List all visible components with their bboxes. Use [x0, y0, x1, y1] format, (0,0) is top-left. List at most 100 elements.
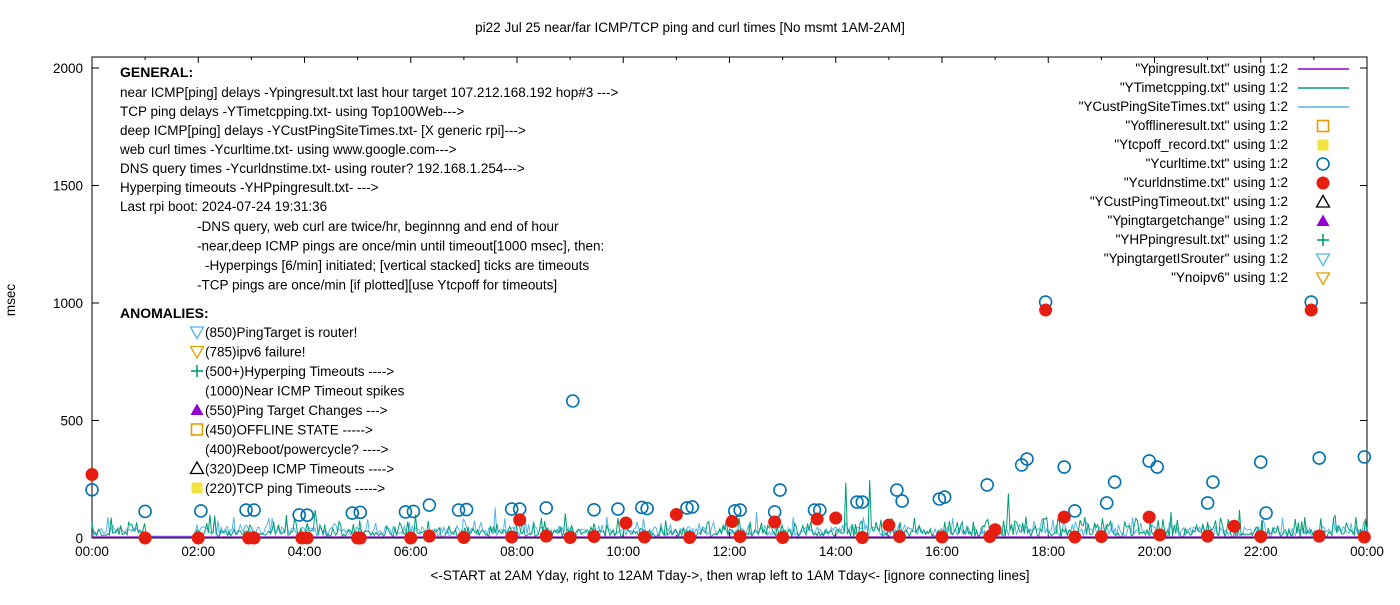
dns-time-point — [563, 531, 577, 545]
curl-time-point — [635, 500, 649, 515]
anomalies-heading: ANOMALIES: — [120, 305, 209, 321]
dns-time-point — [683, 531, 697, 545]
dns-time-point — [1094, 530, 1108, 544]
legend-marker — [1316, 214, 1330, 226]
curl-time-point — [451, 503, 466, 517]
y-axis-label: msec — [3, 284, 18, 317]
curl-time-point — [1057, 460, 1071, 474]
general-sub-line: -near,deep ICMP pings are once/min until… — [197, 239, 604, 254]
curl-time-point — [353, 505, 368, 520]
legend-label: "Ypingresult.txt" using 1:2 — [1135, 61, 1288, 76]
dns-time-point — [810, 512, 824, 526]
curl-time-point — [611, 502, 625, 516]
anomaly-key-marker — [189, 460, 205, 475]
legend-label: "YHPpingresult.txt" using 1:2 — [1116, 232, 1288, 247]
x-tick-label: 00:00 — [75, 544, 109, 559]
curl-time-point — [1020, 452, 1034, 466]
curl-time-point — [504, 502, 519, 516]
dns-time-point — [539, 529, 553, 543]
anomaly-item: (400)Reboot/powercycle? ----> — [205, 442, 389, 457]
curl-time-point — [459, 502, 474, 517]
dns-time-point — [733, 530, 747, 544]
general-line: TCP ping delays -YTimetcpping.txt- using… — [120, 104, 464, 119]
anomaly-key-marker — [190, 403, 204, 415]
dns-time-point — [768, 515, 782, 529]
curl-time-point — [247, 503, 261, 517]
y-tick-label: 2000 — [53, 61, 83, 76]
dns-time-point — [1057, 510, 1071, 524]
curl-time-point — [565, 394, 580, 408]
curl-time-point — [587, 502, 601, 517]
x-tick-label: 14:00 — [819, 544, 853, 559]
dns-time-point — [638, 530, 651, 544]
curl-time-point — [398, 505, 413, 519]
curl-time-point — [855, 495, 870, 509]
dns-time-point — [138, 531, 152, 545]
dns-time-point — [353, 531, 367, 545]
dns-time-point — [1142, 510, 1156, 524]
dns-time-point — [829, 511, 843, 525]
curl-time-point — [85, 483, 99, 497]
curl-time-point — [239, 503, 253, 517]
x-tick-label: 10:00 — [606, 544, 640, 559]
curl-time-point — [512, 502, 527, 516]
curl-time-point — [1312, 451, 1326, 465]
x-tick-label: 00:00 — [1350, 544, 1384, 559]
curl-time-point — [1142, 454, 1156, 468]
legend-label: "Yofflineresult.txt" using 1:2 — [1125, 118, 1288, 133]
dns-time-point — [300, 531, 314, 545]
curl-time-point — [406, 504, 421, 519]
curl-time-point — [895, 494, 909, 508]
dns-time-point — [855, 531, 869, 545]
dns-time-point — [404, 531, 418, 545]
general-line: Last rpi boot: 2024-07-24 19:31:36 — [120, 199, 327, 214]
chart-title: pi22 Jul 25 near/far ICMP/TCP ping and c… — [475, 20, 905, 35]
general-sub-line: -TCP pings are once/min [if plotted][use… — [197, 278, 557, 293]
legend-marker — [1315, 253, 1331, 267]
legend-label: "Ycurldnstime.txt" using 1:2 — [1124, 175, 1288, 190]
dns-time-point — [1068, 530, 1082, 544]
legend-marker — [1316, 119, 1330, 133]
curl-time-point — [422, 498, 437, 512]
legend-label: "YpingtargetISrouter" using 1:2 — [1104, 251, 1288, 266]
general-sub-line: -DNS query, web curl are twice/hr, begin… — [197, 219, 559, 234]
dns-time-point — [1227, 519, 1241, 533]
x-tick-label: 18:00 — [1031, 544, 1065, 559]
legend-label: "YCustPingTimeout.txt" using 1:2 — [1090, 194, 1288, 209]
x-tick-label: 06:00 — [394, 544, 428, 559]
x-tick-label: 20:00 — [1138, 544, 1172, 559]
anomaly-item: (500+)Hyperping Timeouts ----> — [205, 364, 394, 379]
anomaly-key-marker — [191, 482, 203, 494]
curl-time-point — [1150, 460, 1164, 474]
x-tick-label: 08:00 — [500, 544, 534, 559]
dns-time-point — [935, 530, 949, 544]
dns-time-point — [619, 516, 633, 530]
legend-marker — [1316, 176, 1330, 190]
curl-time-point — [640, 501, 654, 516]
curl-time-point — [850, 495, 864, 509]
dns-time-point — [1039, 303, 1053, 317]
curl-time-point — [1259, 506, 1273, 520]
dns-time-point — [247, 531, 261, 545]
dns-time-point — [1312, 529, 1326, 543]
legend-marker — [1317, 139, 1329, 151]
x-tick-label: 22:00 — [1244, 544, 1278, 559]
anomaly-key-marker — [189, 345, 205, 360]
anomaly-key-marker — [189, 326, 205, 340]
x-tick-label: 02:00 — [181, 544, 215, 559]
anomaly-item: (320)Deep ICMP Timeouts ----> — [205, 462, 394, 477]
curl-time-point — [1357, 450, 1372, 464]
general-sub-line: -Hyperpings [6/min] initiated; [vertical… — [205, 258, 589, 273]
curl-time-point — [1206, 475, 1220, 489]
curl-time-point — [194, 504, 208, 518]
dns-time-point — [457, 531, 471, 545]
curl-time-point — [1253, 455, 1268, 469]
legend-marker — [1316, 157, 1330, 171]
curl-time-point — [1068, 504, 1082, 518]
y-tick-label: 1500 — [53, 179, 83, 194]
anomaly-item: (850)PingTarget is router! — [205, 325, 357, 340]
legend-label: "Ycurltime.txt" using 1:2 — [1146, 156, 1288, 171]
anomaly-item: (550)Ping Target Changes ---> — [205, 403, 388, 418]
curl-time-point — [138, 504, 152, 519]
general-line: web curl times -Ycurltime.txt- using www… — [119, 142, 457, 157]
